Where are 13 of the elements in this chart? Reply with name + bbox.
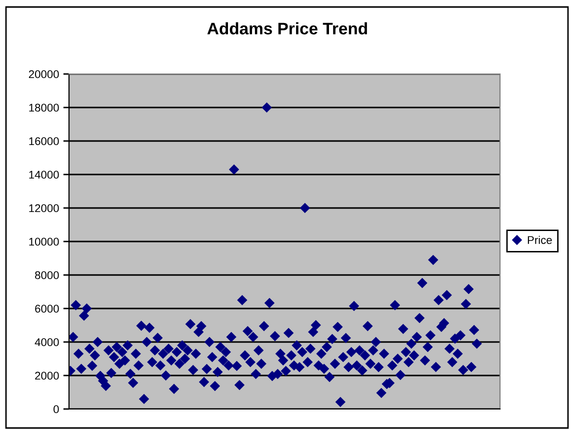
legend-label: Price [528, 236, 552, 244]
y-tick-label: 18000 [29, 104, 59, 112]
y-tick-label: 14000 [29, 170, 59, 179]
y-tick-label: 12000 [29, 204, 59, 212]
y-tick-label: 8000 [35, 271, 59, 280]
y-tick-label: 10000 [29, 238, 59, 246]
y-tick-label: 20000 [28, 70, 59, 78]
y-tick-label: 6000 [35, 304, 59, 313]
chart-title: Addams Price Trend [207, 22, 367, 34]
y-tick-label: 4000 [34, 338, 59, 346]
y-tick-label: 0 [54, 405, 59, 414]
y-tick-label: 2000 [35, 372, 59, 380]
y-tick-label: 16000 [29, 137, 59, 146]
